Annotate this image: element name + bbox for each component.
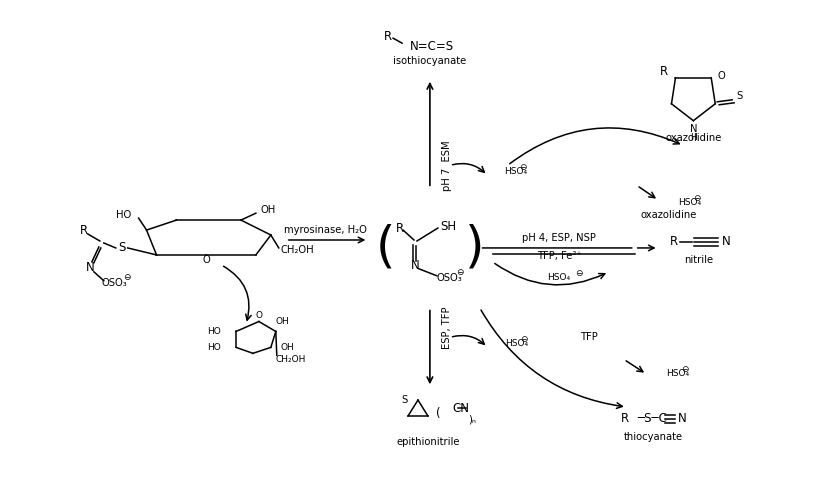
Text: HO: HO	[207, 343, 221, 352]
Text: N: N	[722, 236, 731, 249]
Text: ⊖: ⊖	[456, 268, 464, 277]
Text: ⊖: ⊖	[520, 163, 527, 172]
Text: N: N	[86, 261, 94, 274]
Text: S: S	[118, 241, 125, 254]
Text: CN: CN	[453, 402, 469, 414]
Text: epithionitrile: epithionitrile	[396, 437, 460, 447]
Text: H: H	[690, 133, 697, 142]
Text: HO: HO	[207, 327, 221, 336]
Text: HSO₄: HSO₄	[504, 167, 527, 176]
Text: ⊖: ⊖	[521, 335, 528, 344]
Text: myrosinase, H₂O: myrosinase, H₂O	[284, 225, 367, 235]
Text: ESP, TFP: ESP, TFP	[442, 306, 452, 349]
Text: R: R	[671, 236, 678, 249]
Text: ⊖: ⊖	[681, 365, 689, 374]
Text: R: R	[659, 65, 667, 78]
Text: N: N	[677, 413, 686, 425]
Text: R: R	[384, 30, 392, 43]
Text: CH₂OH: CH₂OH	[280, 245, 314, 255]
Text: N: N	[411, 260, 419, 272]
Text: pH 7  ESM: pH 7 ESM	[442, 140, 452, 191]
Text: SH: SH	[440, 219, 456, 233]
Text: ─S─C: ─S─C	[637, 413, 667, 425]
Text: ⊖: ⊖	[123, 273, 130, 282]
Text: OSO₃: OSO₃	[437, 273, 463, 283]
Text: S: S	[402, 395, 408, 405]
Text: HSO₄: HSO₄	[506, 339, 529, 348]
Text: HSO₄: HSO₄	[678, 198, 701, 206]
Text: ): )	[464, 224, 484, 272]
Text: CH₂OH: CH₂OH	[276, 355, 306, 364]
Text: oxazolidine: oxazolidine	[665, 132, 722, 142]
Text: S: S	[736, 91, 742, 101]
Text: O: O	[717, 71, 725, 81]
Text: O: O	[202, 255, 210, 265]
Text: R: R	[396, 222, 404, 235]
Text: nitrile: nitrile	[684, 255, 713, 265]
Text: HO: HO	[116, 210, 132, 220]
Text: )ₙ: )ₙ	[468, 415, 475, 425]
Text: N=C=S: N=C=S	[410, 40, 454, 53]
Text: R: R	[80, 224, 88, 237]
Text: TFP: TFP	[580, 332, 598, 342]
Text: TFP, Fe²⁺: TFP, Fe²⁺	[537, 251, 582, 261]
Text: HSO₄: HSO₄	[548, 273, 571, 282]
Text: R: R	[620, 413, 629, 425]
Text: HSO₄: HSO₄	[667, 369, 690, 378]
Text: O: O	[256, 311, 262, 320]
Text: isothiocyanate: isothiocyanate	[394, 56, 466, 66]
Text: OSO₃: OSO₃	[101, 278, 128, 288]
Text: pH 4, ESP, NSP: pH 4, ESP, NSP	[522, 233, 596, 243]
Text: (: (	[375, 224, 395, 272]
Text: OH: OH	[261, 205, 276, 215]
Text: N: N	[690, 124, 697, 134]
Text: ⊖: ⊖	[694, 194, 701, 203]
Text: thiocyanate: thiocyanate	[624, 432, 683, 442]
Text: OH: OH	[280, 343, 295, 352]
Text: oxazolidine: oxazolidine	[640, 210, 696, 220]
Text: (: (	[436, 407, 441, 421]
Text: OH: OH	[276, 317, 290, 326]
Text: ⊖: ⊖	[575, 269, 582, 278]
